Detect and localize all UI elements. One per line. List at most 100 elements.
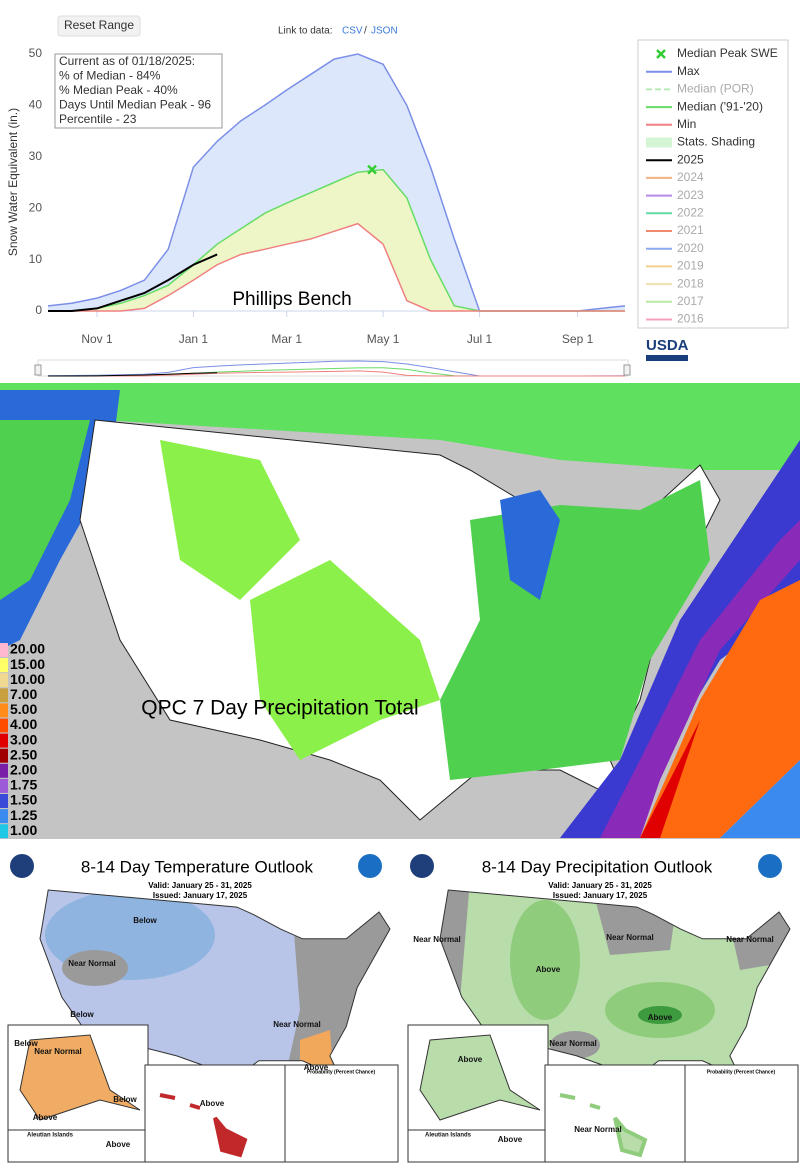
legend-swatch (0, 643, 8, 657)
y-tick-label: 30 (29, 149, 43, 163)
outlook-issued: Issued: January 17, 2025 (553, 891, 648, 900)
legend-label[interactable]: 2018 (677, 276, 704, 290)
prob-legend-title: Probability (Percent Chance) (307, 1069, 376, 1075)
x-tick-label: Mar 1 (271, 332, 302, 346)
region-label: Near Normal (34, 1047, 82, 1056)
annotation-line: Days Until Median Peak - 96 (59, 98, 211, 112)
navigator-handle[interactable] (623, 364, 631, 376)
stats-shading-lower (48, 169, 625, 311)
legend-swatch (0, 673, 8, 688)
legend-label[interactable]: Median ('91-'20) (677, 99, 763, 113)
legend-swatch (0, 748, 8, 763)
coastal-purple (560, 440, 800, 838)
legend-label[interactable]: Stats. Shading (677, 135, 755, 149)
region-label: Below (133, 916, 157, 925)
legend-label[interactable]: Median (POR) (677, 82, 754, 96)
legend-swatch (0, 824, 8, 839)
navigator-line (48, 370, 625, 377)
region-label: Above (536, 965, 561, 974)
region-label: Above (304, 1063, 329, 1072)
legend-swatch (0, 703, 8, 718)
outlook-title: 8-14 Day Temperature Outlook (81, 857, 314, 876)
prob-legend-title: Probability (Percent Chance) (707, 1069, 776, 1075)
outlook-title: 8-14 Day Precipitation Outlook (482, 857, 713, 876)
navigator[interactable] (37, 359, 629, 377)
legend-label[interactable]: 2020 (677, 241, 704, 255)
legend-box (637, 39, 789, 329)
region-label: Above (33, 1113, 58, 1122)
region-label: Aleutian Islands (27, 1133, 74, 1139)
legend-swatch (0, 658, 8, 673)
legend-label: 20.00 (10, 641, 45, 657)
region-label: Above (458, 1055, 483, 1064)
annotation-line: % Median Peak - 40% (59, 83, 178, 97)
annotation-box (54, 53, 223, 129)
legend-label: 1.00 (10, 822, 37, 838)
x-tick-label: Nov 1 (81, 332, 113, 346)
annotation-line: Current as of 01/18/2025: (59, 54, 195, 68)
legend-label[interactable]: Min (677, 117, 696, 131)
legend-label[interactable]: 2019 (677, 259, 704, 273)
region-label: Aleutian Islands (425, 1133, 472, 1139)
annotation-line: % of Median - 84% (59, 69, 161, 83)
x-tick-label: Jan 1 (179, 332, 209, 346)
legend-label: 10.00 (10, 671, 45, 687)
legend-swatch (0, 778, 8, 793)
legend-label[interactable]: 2024 (677, 170, 704, 184)
precip-outlook: 8-14 Day Precipitation Outlook Valid: Ja… (407, 854, 799, 1163)
region-label: Below (113, 1095, 137, 1104)
legend-label[interactable]: 2017 (677, 294, 704, 308)
lakes-precip (500, 490, 560, 600)
legend-swatch (0, 688, 8, 703)
navigator-handle[interactable] (34, 364, 42, 376)
chart-layer: 0 10 20 30 40 50 Nov 1 Jan 1 Mar 1 May 1 Jul 1 Sep … (29, 46, 778, 377)
pacific-green (0, 420, 90, 600)
legend-swatch (0, 718, 8, 733)
y-tick-label: 10 (29, 252, 43, 266)
prob-legend (284, 1064, 399, 1163)
legend-label[interactable]: Max (677, 64, 700, 78)
legend-label[interactable]: 2021 (677, 223, 704, 237)
region-label: Near Normal (549, 1039, 597, 1048)
outlook-issued: Issued: January 17, 2025 (153, 891, 248, 900)
region-label: Above (498, 1135, 523, 1144)
rockies-precip (160, 440, 300, 600)
map-title: QPC 7 Day Precipitation Total (141, 697, 418, 720)
series-line (48, 222, 625, 312)
hawaii (559, 1093, 648, 1158)
legend-label[interactable]: 2025 (677, 152, 704, 166)
legend-swatch (0, 794, 8, 808)
y-tick-label: 20 (29, 200, 43, 214)
legend-label[interactable]: Median Peak SWE (677, 46, 778, 60)
legend-label: 1.25 (10, 807, 37, 823)
precip-map: QPC 7 Day Precipitation Total 20.0015.00… (0, 383, 800, 839)
canada-precip (0, 383, 800, 480)
reset-label[interactable]: Reset Range (64, 18, 134, 32)
legend-label[interactable]: 2023 (677, 188, 704, 202)
region-label: Below (14, 1039, 38, 1048)
legend-symbol (646, 137, 672, 148)
coastal-violet (600, 520, 800, 838)
hawaii-inset (544, 1064, 686, 1163)
legend-label[interactable]: 2016 (677, 312, 704, 326)
region-label: Near Normal (606, 933, 654, 942)
navigator-line (48, 372, 218, 377)
legend-label: 1.50 (10, 792, 37, 808)
outlook-valid: Valid: January 25 - 31, 2025 (148, 881, 252, 890)
usda-logo: USDA (646, 337, 689, 354)
hawaii-inset (144, 1064, 286, 1163)
y-tick-label: 0 (35, 303, 42, 317)
json-link[interactable]: JSON (371, 26, 398, 37)
link-separator: / (364, 26, 367, 37)
legend-label[interactable]: 2022 (677, 205, 704, 219)
csv-link[interactable]: CSV (342, 26, 363, 37)
region-label: Below (70, 1010, 94, 1019)
region-label: Near Normal (273, 1020, 321, 1029)
legend-label: 7.00 (10, 686, 37, 702)
annotation-line: Percentile - 23 (59, 112, 137, 126)
alaska (19, 1034, 141, 1121)
logo-bar (646, 355, 688, 361)
reset-button[interactable] (57, 15, 141, 37)
